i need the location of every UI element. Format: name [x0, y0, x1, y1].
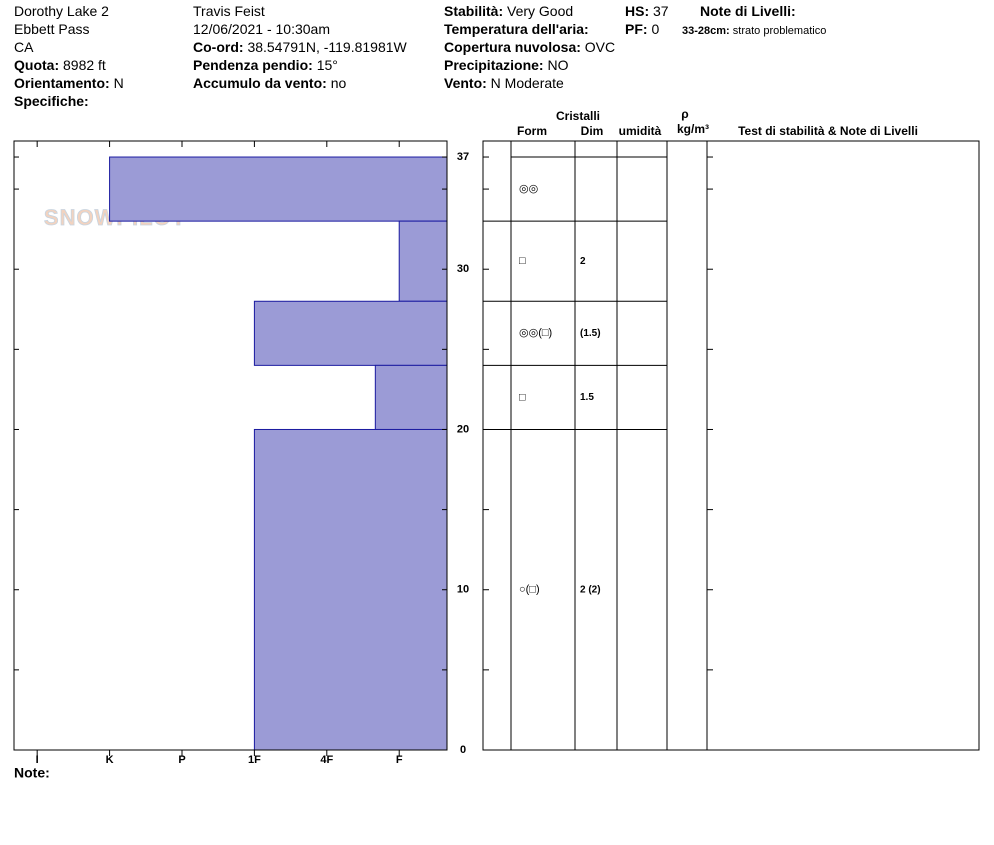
header-field: Stabilità: Very Good: [444, 3, 573, 19]
crystal-form: ○(□): [519, 584, 540, 596]
field-label: Quota:: [14, 57, 59, 73]
field-label: Stabilità:: [444, 3, 503, 19]
plot-frame: [13, 140, 448, 751]
x-tick-label: K: [106, 754, 114, 766]
hardness-bar: [253, 300, 448, 366]
crystal-form: ◎◎: [519, 183, 538, 195]
header-field: CA: [14, 39, 34, 55]
header-field: Pendenza pendio: 15°: [193, 57, 338, 73]
footer-note: Note:: [14, 765, 50, 781]
table-header: Form: [517, 124, 547, 138]
field-label: HS:: [625, 3, 649, 19]
field-value: CA: [14, 39, 34, 55]
note-value: strato problematico: [733, 25, 827, 37]
crystal-form: □: [519, 255, 526, 267]
field-value: Travis Feist: [193, 3, 265, 19]
field-label: Vento:: [444, 75, 487, 91]
y-tick-label: 20: [457, 423, 469, 435]
header-field: Specifiche:: [14, 93, 89, 109]
y-tick-label: 30: [457, 263, 469, 275]
table-header: Test di stabilità & Note di Livelli: [738, 124, 918, 138]
field-value: 12/06/2021 - 10:30am: [193, 21, 330, 37]
field-label: Copertura nuvolosa:: [444, 39, 581, 55]
field-value: 37: [653, 3, 669, 19]
hardness-bar: [253, 428, 448, 751]
header-field: Travis Feist: [193, 3, 265, 19]
field-value: NO: [547, 57, 568, 73]
crystal-form: ◎◎(□): [519, 327, 552, 339]
table-header: Cristalli: [556, 109, 600, 123]
x-tick-label: I: [36, 754, 39, 766]
field-label: Note di Livelli:: [700, 3, 796, 19]
table-header: umidità: [619, 124, 662, 138]
table-header: kg/m³: [677, 122, 709, 136]
x-tick-label: P: [178, 754, 185, 766]
table-frame: [482, 140, 980, 751]
table-header: ρ: [681, 107, 688, 121]
header-field: Ebbett Pass: [14, 21, 90, 37]
field-value: 0: [651, 21, 659, 37]
field-value: N: [114, 75, 124, 91]
header-field: Accumulo da vento: no: [193, 75, 346, 91]
field-value: Very Good: [507, 3, 573, 19]
crystal-form: □: [519, 391, 526, 403]
header-field: Quota: 8982 ft: [14, 57, 106, 73]
table-header: Dim: [581, 124, 604, 138]
crystal-dim: 1.5: [580, 392, 594, 403]
hardness-bar: [398, 220, 448, 302]
y-tick-label: 0: [460, 744, 466, 756]
header-field: HS: 37: [625, 3, 669, 19]
x-tick-label: F: [396, 754, 403, 766]
field-value: OVC: [585, 39, 615, 55]
field-value: Dorothy Lake 2: [14, 3, 109, 19]
header-field: Note di Livelli:: [700, 3, 796, 19]
hardness-bar: [109, 156, 448, 222]
field-label: Specifiche:: [14, 93, 89, 109]
field-label: Precipitazione:: [444, 57, 544, 73]
crystal-dim: (1.5): [580, 328, 601, 339]
field-value: N Moderate: [491, 75, 564, 91]
hardness-bar: [374, 364, 448, 430]
field-label: Co-ord:: [193, 39, 244, 55]
y-tick-label: 10: [457, 584, 469, 596]
crystal-dim: 2: [580, 256, 586, 267]
header-field: 12/06/2021 - 10:30am: [193, 21, 330, 37]
field-value: no: [331, 75, 347, 91]
header-field: Dorothy Lake 2: [14, 3, 109, 19]
layer-note: 33-28cm: strato problematico: [682, 25, 826, 37]
field-value: Ebbett Pass: [14, 21, 90, 37]
field-value: 8982 ft: [63, 57, 106, 73]
field-value: 38.54791N, -119.81981W: [247, 39, 407, 55]
field-label: PF:: [625, 21, 648, 37]
header-field: PF: 0: [625, 21, 659, 37]
x-tick-label: 1F: [248, 754, 261, 766]
header-field: Temperatura dell'aria:: [444, 21, 589, 37]
header-field: Orientamento: N: [14, 75, 124, 91]
header-field: Vento: N Moderate: [444, 75, 564, 91]
crystal-dim: 2 (2): [580, 584, 601, 595]
field-label: Orientamento:: [14, 75, 110, 91]
field-label: Accumulo da vento:: [193, 75, 327, 91]
header-field: Copertura nuvolosa: OVC: [444, 39, 615, 55]
field-value: 15°: [317, 57, 338, 73]
x-tick-label: 4F: [320, 754, 333, 766]
header-field: Precipitazione: NO: [444, 57, 569, 73]
field-label: Pendenza pendio:: [193, 57, 313, 73]
y-tick-label: 37: [457, 151, 469, 163]
note-label: 33-28cm:: [682, 25, 730, 37]
header-field: Co-ord: 38.54791N, -119.81981W: [193, 39, 408, 55]
field-label: Temperatura dell'aria:: [444, 21, 589, 37]
